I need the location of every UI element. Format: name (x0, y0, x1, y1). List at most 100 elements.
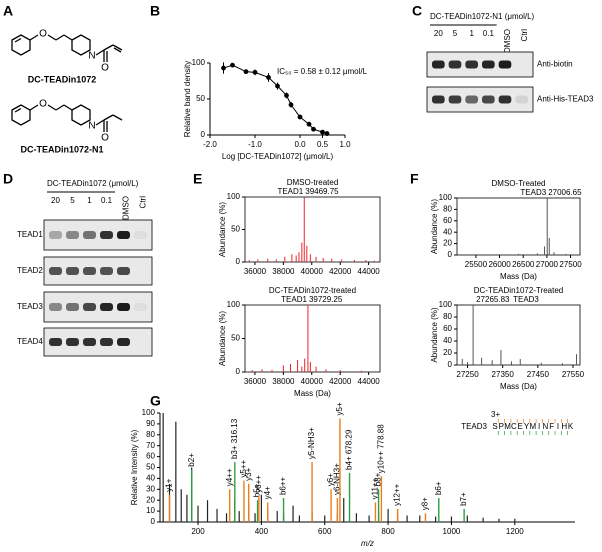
peak-name: TEAD3 (520, 188, 546, 197)
chart-title: DC-TEADin1072-treated (269, 286, 356, 295)
band (100, 231, 113, 239)
x-axis-label: Mass (Da) (500, 272, 537, 281)
peak-value: 39469.75 (305, 187, 339, 196)
y-axis-label: Abundance (%) (430, 199, 439, 254)
ion-label: y3+ (244, 467, 253, 480)
peak-value: 39729.25 (309, 295, 343, 304)
bond (112, 114, 123, 121)
band (448, 95, 462, 104)
residue: M (504, 422, 511, 431)
ion-label: y12++ (393, 483, 402, 506)
chart-title: DC-TEADin1072-Treated (474, 286, 564, 295)
y-tick-label: 100 (227, 192, 241, 201)
ion-label: y5+ (335, 402, 344, 415)
x-tick-label: 38000 (272, 267, 295, 276)
band (117, 231, 130, 239)
band (134, 303, 147, 311)
band (134, 231, 147, 239)
atom: N (88, 121, 95, 132)
ion-label: y4+ (263, 486, 272, 499)
y-tick-label: 100 (142, 408, 156, 417)
x-tick-label: 0.0 (294, 140, 306, 149)
data-point (266, 75, 271, 80)
blot-header: DC-TEADin1072-N1 (μmol/L) (430, 12, 535, 21)
y-tick-label: 60 (146, 452, 155, 461)
ion-label: y11++ (371, 477, 380, 499)
band (432, 60, 445, 69)
x-tick-label: 27450 (527, 370, 550, 379)
plot-frame (456, 197, 581, 256)
band (465, 60, 478, 69)
plot-frame (244, 304, 381, 373)
x-tick-label: 40000 (301, 377, 324, 386)
y-tick-label: 80 (443, 205, 452, 214)
band (66, 303, 79, 311)
y-tick-label: 40 (146, 474, 155, 483)
panel-label: B (150, 3, 160, 19)
ion-label: b2+ (187, 453, 196, 467)
y-tick-label: 10 (146, 506, 155, 515)
bond (63, 104, 73, 111)
data-point (324, 131, 330, 136)
bond (95, 49, 105, 56)
residue: K (568, 422, 574, 431)
x-tick-label: 27000 (536, 260, 559, 269)
band (66, 338, 79, 346)
bond (55, 34, 65, 41)
panel-label: C (412, 3, 422, 19)
band (83, 338, 96, 346)
y-tick-label: 0 (448, 360, 453, 369)
row-label: TEAD3 (17, 302, 43, 311)
x-tick-label: 44000 (358, 377, 381, 386)
ion-label: b8+ (374, 472, 383, 486)
residue: M (529, 422, 536, 431)
band (482, 95, 495, 104)
data-point (311, 126, 316, 132)
piperidine (71, 104, 91, 126)
ion-label: y4++ (225, 468, 234, 486)
lane-label: DMSO (503, 29, 512, 53)
y-tick-label: 80 (146, 430, 155, 439)
x-tick-label: 42000 (329, 377, 352, 386)
chart-title: DMSO-treated (287, 178, 339, 187)
ion-label: b6+ (434, 481, 443, 495)
y-axis-label: Abundance (%) (430, 307, 439, 362)
atom: O (39, 29, 47, 40)
data-point (275, 83, 280, 89)
x-axis-label: m/z (361, 539, 374, 548)
y-axis-label: Abundance (%) (218, 311, 227, 366)
y-tick-label: 50 (196, 94, 205, 103)
y-tick-label: 50 (231, 334, 240, 343)
y-tick-label: 50 (231, 225, 240, 234)
x-tick-label: 200 (191, 527, 205, 536)
x-tick-label: 26000 (488, 260, 511, 269)
bond (112, 44, 123, 51)
x-tick-label: 1.0 (339, 140, 351, 149)
data-point (306, 121, 312, 127)
x-axis-label: Mass (Da) (294, 389, 331, 398)
data-point (288, 102, 294, 108)
charge: 3+ (491, 410, 500, 419)
chart-title: DMSO-Treated (492, 179, 546, 188)
data-point (284, 93, 289, 98)
ion-label: y8+ (421, 497, 430, 510)
lane-label: 1 (87, 196, 92, 205)
blot-header: DC-TEADin1072 (μmol/L) (47, 179, 139, 188)
ion-label: y5++ (239, 459, 248, 477)
y-tick-label: 0 (236, 367, 241, 376)
x-tick-label: -1.0 (248, 140, 262, 149)
band (49, 303, 62, 311)
y-tick-label: 90 (146, 419, 155, 428)
y-tick-label: 0 (151, 517, 156, 526)
bond (103, 114, 114, 121)
x-axis-label: Log [DC-TEADin1072] (μmol/L) (222, 152, 334, 161)
y-tick-label: 20 (443, 239, 452, 248)
band (117, 267, 130, 275)
y-tick-label: 100 (192, 58, 206, 67)
bond (55, 104, 65, 111)
band (498, 95, 512, 104)
atom: O (39, 99, 47, 110)
x-tick-label: 40000 (301, 267, 324, 276)
blot-frame (43, 291, 153, 323)
residue: C (511, 422, 517, 431)
